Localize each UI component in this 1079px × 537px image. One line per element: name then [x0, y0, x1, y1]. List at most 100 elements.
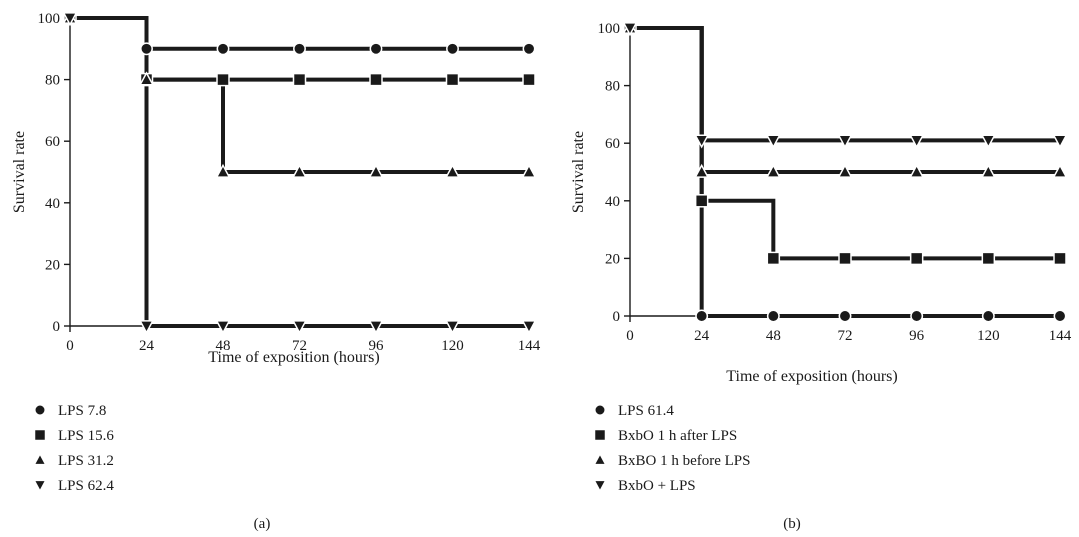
panel-a-series-3-point [368, 163, 384, 178]
panel-b-legend-marker-3 [592, 452, 608, 466]
panel-b-series-3-point [1052, 163, 1068, 178]
panel-a-y-tick-label: 20 [45, 257, 60, 273]
panel-a-series-1-point [293, 42, 306, 56]
panel-b-legend-marker-1 [594, 404, 606, 416]
panel-b-y-axis-title: Survival rate [570, 131, 587, 213]
panel-a-y-tick-label: 80 [45, 73, 60, 89]
panel-b-x-tick-label: 96 [909, 328, 925, 344]
panel-a-x-tick-label: 120 [441, 338, 464, 354]
panel-b-chart: Survival rate Time of exposition (hours)… [570, 19, 1072, 532]
panel-a-series-1-point [140, 42, 153, 56]
panel-b-series-2-point [1053, 251, 1067, 266]
panel-b-y-tick-label: 60 [605, 136, 620, 152]
panel-b-series-4-point [622, 22, 638, 37]
panel-b-label: (b) [783, 516, 801, 532]
panel-b-series-2-point [981, 251, 996, 266]
panel-b-legend-label-2: BxbO 1 h after LPS [618, 428, 737, 444]
panel-a-x-tick-label: 96 [369, 338, 385, 354]
panel-a-series-3-point [444, 163, 461, 178]
panel-b-series-3-point [694, 163, 710, 178]
panel-b-series-2-point [838, 251, 852, 266]
panel-b-y-tick-label: 80 [605, 79, 620, 95]
panel-b-series-1-point [981, 309, 995, 323]
panel-a-legend-label-4: LPS 62.4 [58, 478, 114, 494]
panel-a-x-tick-label: 72 [292, 338, 307, 354]
panel-a-legend-marker-2 [33, 428, 47, 442]
panel-a-series-3-point [138, 71, 155, 86]
panel-a-y-tick-label: 0 [53, 319, 61, 335]
panel-a-y-tick-label: 100 [38, 11, 61, 27]
panel-a-series-1-point [216, 42, 230, 56]
panel-b-legend-label-4: BxbO + LPS [618, 478, 696, 494]
panel-a-series-4-point [215, 320, 231, 335]
panel-a-series-2-point [445, 72, 460, 87]
panel-a-chart: Survival rate Time of exposition (hours)… [11, 9, 541, 532]
panel-b-x-axis-title: Time of exposition (hours) [726, 368, 897, 385]
panel-a-series-2-point [522, 72, 536, 87]
panel-a-label: (a) [254, 516, 271, 532]
panel-b-y-tick-label: 0 [613, 309, 621, 325]
panel-b-y-tick-label: 20 [605, 251, 620, 267]
panel-b-legend-label-3: BxBO 1 h before LPS [618, 453, 751, 469]
panel-a-legend-marker-1 [34, 404, 46, 416]
panel-a-series-3-point [521, 163, 537, 178]
panel-b-series-3-point [837, 163, 853, 178]
panel-b-x-tick-label: 144 [1049, 328, 1072, 344]
panel-b-series-1-point [838, 309, 852, 323]
panel-b-x-tick-label: 24 [694, 328, 710, 344]
panel-b-series-4-point [1052, 134, 1068, 149]
panel-a-series-4-point [521, 320, 537, 335]
panel-b-legend-marker-4 [592, 479, 608, 493]
panel-b-series-4-point [909, 134, 925, 149]
panel-a-x-tick-label: 24 [139, 338, 155, 354]
panel-a-series-3-point [215, 163, 231, 178]
panel-b-x-tick-label: 48 [766, 328, 781, 344]
panel-b-series-3-point [980, 163, 996, 178]
panel-a-series-1-point [446, 42, 459, 56]
panel-b-series-4-point [980, 134, 996, 149]
panel-a-x-tick-label: 144 [518, 338, 541, 354]
panel-a-series-1-point [522, 42, 536, 56]
panel-a-legend-marker-3 [32, 452, 48, 466]
panel-a-series-3-point [291, 163, 308, 178]
panel-b-legend-label-1: LPS 61.4 [618, 403, 674, 419]
panel-b-series-1-point [1053, 309, 1067, 323]
panel-a-x-tick-label: 0 [66, 338, 74, 354]
panel-b-series-2-point [766, 251, 781, 266]
panel-a-series-4-point [138, 320, 155, 335]
panel-b-series-3-point [765, 163, 781, 178]
panel-a-series-line-4 [70, 16, 529, 328]
panel-a-series-2-point [292, 72, 307, 87]
panel-b-x-tick-label: 120 [977, 328, 1000, 344]
panel-b-x-tick-label: 72 [838, 328, 853, 344]
panel-a-series-4-point [291, 320, 308, 335]
panel-b-series-line-3 [630, 26, 1060, 174]
panel-a-x-tick-label: 48 [216, 338, 231, 354]
panel-b-series-1-point [910, 309, 924, 323]
panel-b-y-tick-label: 100 [598, 21, 621, 37]
panel-a-y-axis-title: Survival rate [11, 131, 28, 213]
panel-b-y-tick-label: 40 [605, 194, 620, 210]
panel-b-legend-marker-2 [593, 428, 607, 442]
panel-b-series-2-point [694, 194, 709, 208]
panel-a-y-tick-label: 40 [45, 196, 60, 212]
panel-a-series-line-3 [70, 16, 529, 174]
panel-b-series-3-point [909, 163, 925, 178]
panel-a-series-4-point [368, 320, 384, 335]
panel-b-series-4-point [837, 134, 853, 149]
panel-b-series-1-point [766, 309, 780, 323]
panel-a-series-4-point [444, 320, 461, 335]
panel-b-series-4-point [765, 134, 781, 149]
panel-b-series-1-point [695, 309, 709, 323]
panel-a-legend-label-3: LPS 31.2 [58, 453, 114, 469]
panel-a-y-tick-label: 60 [45, 134, 60, 150]
panel-a-series-1-point [369, 42, 383, 56]
panel-a-x-axis-title: Time of exposition (hours) [208, 349, 379, 366]
panel-b-series-4-point [694, 134, 710, 149]
panel-b-x-tick-label: 0 [626, 328, 634, 344]
panel-a-legend-label-2: LPS 15.6 [58, 428, 114, 444]
panel-a-legend-label-1: LPS 7.8 [58, 403, 106, 419]
panel-a-series-2-point [369, 72, 383, 87]
panel-a-series-4-point [62, 12, 78, 27]
